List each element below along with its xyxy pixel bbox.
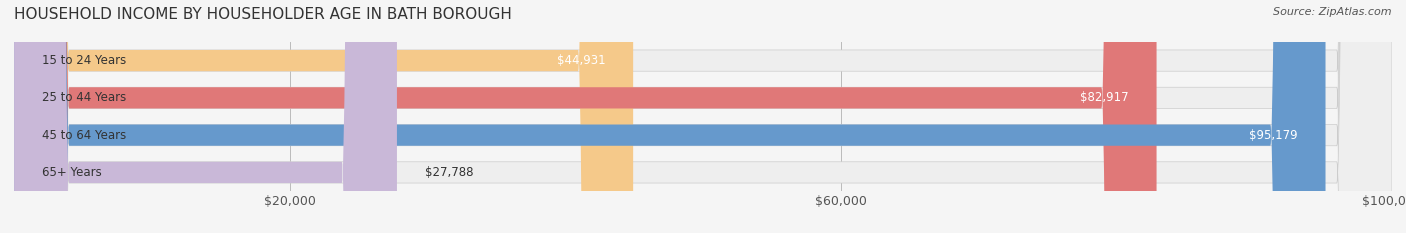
- FancyBboxPatch shape: [14, 0, 1326, 233]
- FancyBboxPatch shape: [14, 0, 1157, 233]
- FancyBboxPatch shape: [14, 0, 1392, 233]
- Text: $95,179: $95,179: [1250, 129, 1298, 142]
- Text: $44,931: $44,931: [557, 54, 606, 67]
- Text: 65+ Years: 65+ Years: [42, 166, 101, 179]
- FancyBboxPatch shape: [14, 0, 1392, 233]
- FancyBboxPatch shape: [14, 0, 396, 233]
- FancyBboxPatch shape: [14, 0, 633, 233]
- Text: HOUSEHOLD INCOME BY HOUSEHOLDER AGE IN BATH BOROUGH: HOUSEHOLD INCOME BY HOUSEHOLDER AGE IN B…: [14, 7, 512, 22]
- Text: $82,917: $82,917: [1080, 91, 1129, 104]
- Text: 15 to 24 Years: 15 to 24 Years: [42, 54, 127, 67]
- Text: 45 to 64 Years: 45 to 64 Years: [42, 129, 127, 142]
- Text: $27,788: $27,788: [425, 166, 472, 179]
- Text: Source: ZipAtlas.com: Source: ZipAtlas.com: [1274, 7, 1392, 17]
- FancyBboxPatch shape: [14, 0, 1392, 233]
- Text: 25 to 44 Years: 25 to 44 Years: [42, 91, 127, 104]
- FancyBboxPatch shape: [14, 0, 1392, 233]
